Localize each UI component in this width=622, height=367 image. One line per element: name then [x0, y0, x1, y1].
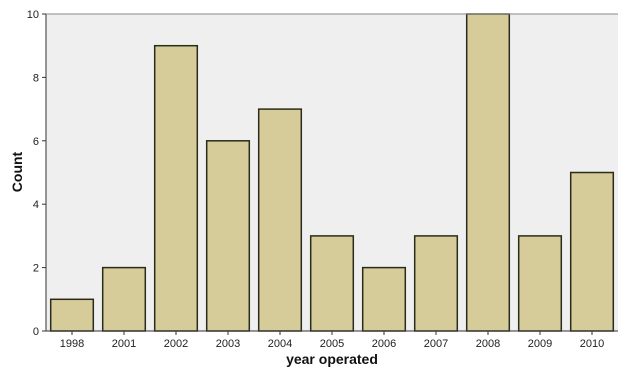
- x-tick-label: 2003: [216, 338, 240, 350]
- x-tick-label: 2006: [372, 338, 396, 350]
- x-tick-label: 2009: [528, 338, 552, 350]
- bar-2009: [517, 235, 563, 332]
- y-axis-title: Count: [9, 151, 25, 192]
- x-tick-label: 2010: [580, 338, 604, 350]
- x-axis-title: year operated: [286, 351, 378, 367]
- y-tick-label: 10: [27, 9, 39, 21]
- x-tick-label: 2005: [320, 338, 344, 350]
- x-tick-label: 1998: [60, 338, 84, 350]
- y-tick-label: 4: [33, 199, 39, 211]
- x-tick-label: 2004: [268, 338, 292, 350]
- bar-2007: [413, 235, 459, 332]
- x-tick-label: 2001: [112, 338, 136, 350]
- y-tick-label: 8: [33, 72, 39, 84]
- bar-1998: [49, 298, 95, 332]
- x-tick-label: 2007: [424, 338, 448, 350]
- bar-2010: [569, 171, 615, 332]
- bars-group: [49, 13, 615, 332]
- bar-2008: [465, 13, 511, 332]
- bar-2003: [205, 140, 251, 332]
- y-tick-label: 6: [33, 136, 39, 148]
- bar-2005: [309, 235, 355, 332]
- x-tick-label: 2002: [164, 338, 188, 350]
- y-tick-label: 2: [33, 263, 39, 275]
- x-tick-label: 2008: [476, 338, 500, 350]
- bar-2004: [257, 108, 303, 332]
- bar-2002: [153, 44, 199, 332]
- bar-2006: [361, 266, 407, 332]
- bar-2001: [101, 266, 147, 332]
- x-ticks-group: 1998 2001 2002 2003 2004 2005 2006 2007 2008 2009…: [60, 331, 604, 350]
- y-ticks-group: 0 2 4 6 8 10: [27, 9, 46, 338]
- y-tick-label: 0: [33, 326, 39, 338]
